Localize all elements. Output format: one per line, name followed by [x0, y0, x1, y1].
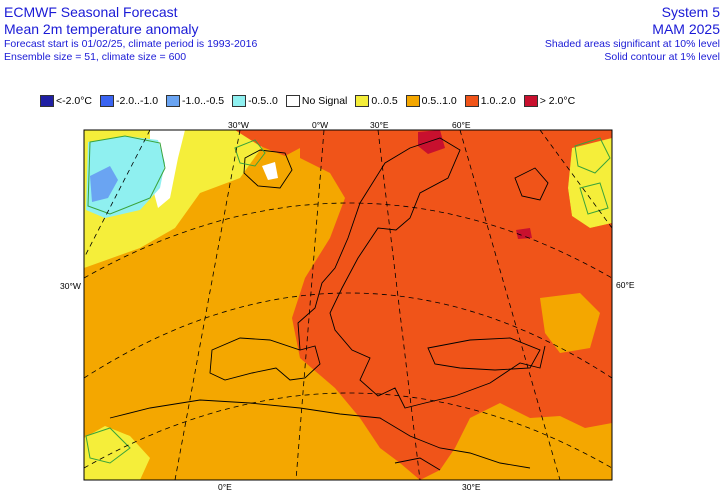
legend-item: -2.0..-1.0	[100, 94, 159, 107]
legend-item: No Signal	[285, 94, 348, 107]
legend-swatch	[40, 94, 54, 107]
legend-label: -0.5..0	[248, 94, 278, 107]
legend-swatch	[405, 94, 420, 107]
map-panel: 30°W 0°W 30°E 60°E 30°W 60°E 0°E 30°E	[0, 118, 724, 495]
ensemble-info: Ensemble size = 51, climate size = 600	[4, 51, 187, 63]
anomaly-region-0-05-northeast	[568, 136, 612, 228]
no-signal-iceland	[262, 162, 278, 180]
legend-swatch	[100, 94, 115, 107]
legend-label: No Signal	[301, 94, 348, 107]
legend-label: 1.0..2.0	[480, 94, 516, 107]
chart-title: ECMWF Seasonal Forecast	[4, 4, 178, 20]
legend-label: 0.5..1.0	[421, 94, 457, 107]
header-left: ECMWF Seasonal Forecast Mean 2m temperat…	[4, 4, 257, 64]
anomaly-region-10-20-north	[235, 130, 300, 156]
legend-label: > 2.0°C	[539, 94, 576, 107]
anomaly-region-0-05-southwest	[84, 426, 150, 480]
system-label: System 5	[661, 4, 720, 20]
gridlabel-bottom-30e: 30°E	[462, 482, 481, 492]
legend-label: <-2.0°C	[56, 94, 93, 107]
legend-label: -1.0..-0.5	[182, 94, 225, 107]
gridlabel-left-30w: 30°W	[60, 281, 81, 291]
legend-item: 0.5..1.0	[405, 94, 457, 107]
legend-item: 0..0.5	[355, 94, 398, 107]
chart-subtitle: Mean 2m temperature anomaly	[4, 21, 199, 37]
legend-swatch	[523, 94, 538, 107]
forecast-info: Forecast start is 01/02/25, climate peri…	[4, 38, 258, 50]
anomaly-region-neg10-neg05	[90, 166, 118, 202]
header-right: System 5 MAM 2025 Shaded areas significa…	[545, 4, 720, 64]
gridlabel-right-60e: 60°E	[616, 280, 635, 290]
legend-swatch	[166, 94, 181, 107]
gridlabel-top-30w: 30°W	[228, 120, 249, 130]
legend-item: <-2.0°C	[40, 94, 93, 107]
legend-label: 0..0.5	[371, 94, 398, 107]
color-legend: <-2.0°C -2.0..-1.0 -1.0..-0.5 -0.5..0 No Sig…	[40, 93, 583, 108]
season-label: MAM 2025	[652, 21, 720, 37]
anomaly-region-05-10-east	[540, 293, 600, 353]
legend-swatch	[464, 94, 479, 107]
legend-swatch	[355, 94, 370, 107]
coastlines	[109, 137, 549, 471]
legend-item: 1.0..2.0	[464, 94, 516, 107]
gridlabel-bottom-0e: 0°E	[218, 482, 232, 492]
legend-swatch	[232, 94, 247, 107]
anomaly-region-10-20	[292, 130, 612, 480]
map-frame	[83, 129, 613, 481]
legend-item: -1.0..-0.5	[166, 94, 225, 107]
legend-item: -0.5..0	[232, 94, 278, 107]
anomaly-map: 30°W 0°W 30°E 60°E 30°W 60°E 0°E 30°E	[60, 120, 635, 492]
anomaly-spot-above-20	[516, 228, 532, 239]
contour-note: Solid contour at 1% level	[604, 51, 720, 63]
anomaly-region-above-20	[418, 130, 445, 154]
gridlabel-top-60e: 60°E	[452, 120, 471, 130]
shaded-note: Shaded areas significant at 10% level	[544, 38, 720, 50]
legend-label: -2.0..-1.0	[116, 94, 159, 107]
graticule	[84, 130, 612, 480]
legend-swatch	[285, 94, 300, 107]
gridlabel-top-30e: 30°E	[370, 120, 389, 130]
gridlabel-top-0w: 0°W	[312, 120, 328, 130]
legend-item: > 2.0°C	[523, 94, 576, 107]
significance-contours	[85, 135, 611, 464]
